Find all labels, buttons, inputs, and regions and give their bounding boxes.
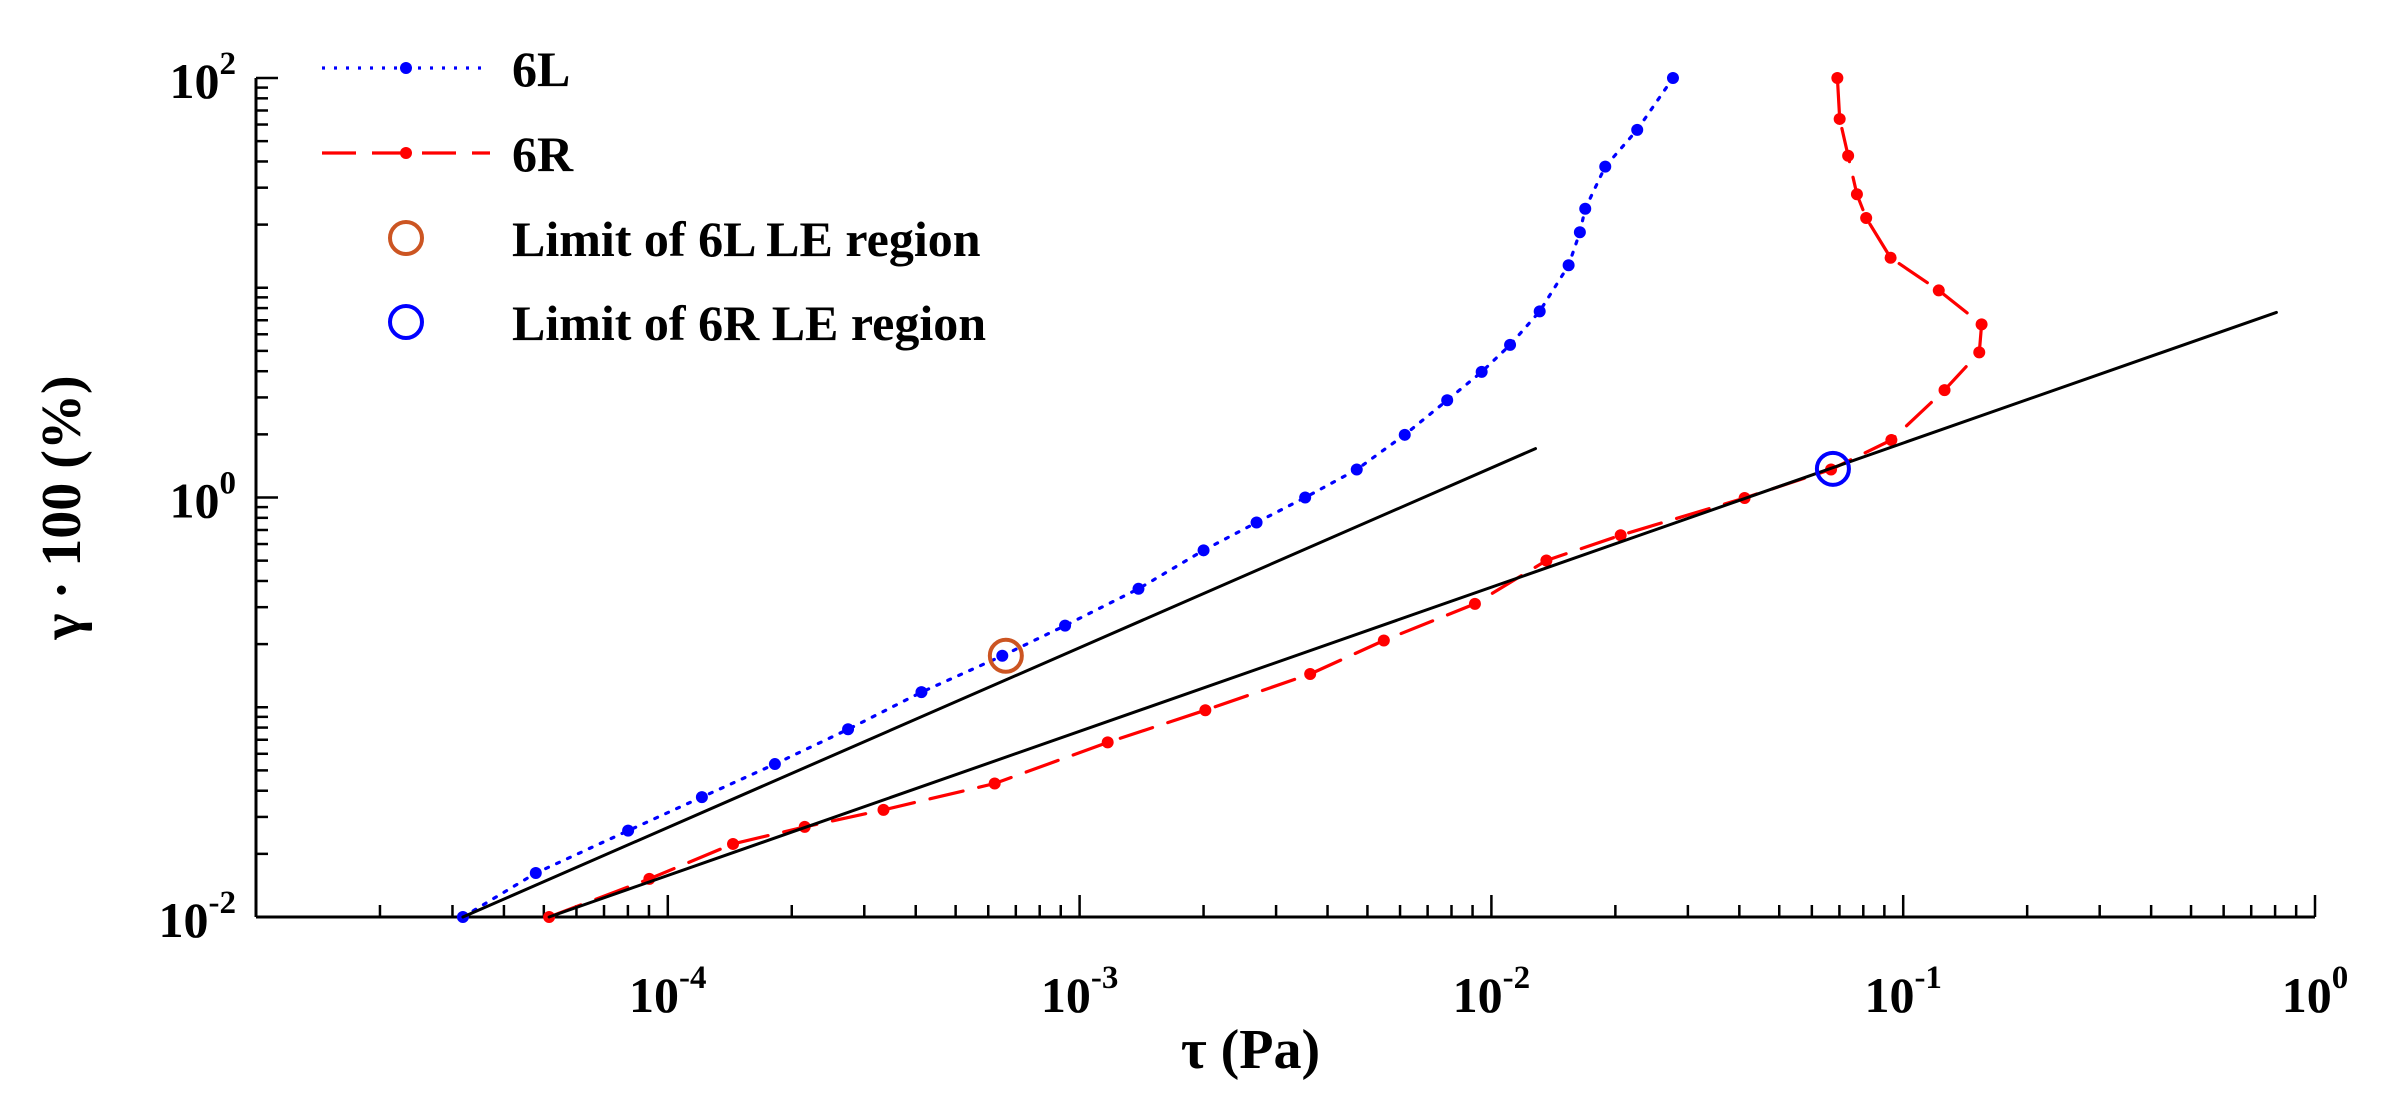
data-point-6r xyxy=(1850,188,1863,201)
data-point-6l xyxy=(915,686,928,699)
data-point-6r xyxy=(1938,384,1951,397)
series-line-6l xyxy=(461,76,1675,919)
x-tick-label: 10-3 xyxy=(1041,960,1119,1023)
data-point-6l xyxy=(1132,582,1145,595)
limit-marker xyxy=(987,637,1024,674)
data-point-6r xyxy=(1833,112,1846,125)
data-point-6l xyxy=(1059,619,1072,632)
data-point-6l xyxy=(695,791,708,804)
legend-marker-limit xyxy=(388,220,424,256)
data-point-6r xyxy=(1885,433,1898,446)
data-point-6r xyxy=(1614,529,1627,542)
limit-marker xyxy=(1814,450,1851,487)
x-tick-label: 100 xyxy=(2282,960,2349,1023)
legend: 6L 6R Limit of 6L LE region Limit of 6R LE … xyxy=(322,41,986,351)
y-tick-label: 102 xyxy=(170,46,237,109)
y-axis-title: γ · 100 (%) xyxy=(31,375,93,640)
x-tick-label: 10-1 xyxy=(1864,960,1942,1023)
data-point-6l xyxy=(1504,338,1517,351)
series-layer xyxy=(456,72,2278,923)
data-point-6r xyxy=(877,803,890,816)
data-point-6r xyxy=(1975,318,1988,331)
x-axis-title: τ (Pa) xyxy=(1181,1019,1320,1081)
data-point-6r xyxy=(1831,72,1844,84)
data-point-6l xyxy=(1562,259,1575,272)
data-point-6r xyxy=(1468,597,1481,610)
data-point-6r xyxy=(1842,149,1855,162)
data-point-6l xyxy=(1350,463,1363,476)
series-line-le-fit-6l xyxy=(461,447,1537,919)
data-point-6r xyxy=(727,837,740,850)
data-point-6l xyxy=(1475,365,1488,378)
data-point-6l xyxy=(996,649,1009,662)
data-point-6l xyxy=(529,867,542,880)
data-point-6l xyxy=(1533,305,1546,318)
data-point-6l xyxy=(1441,394,1454,407)
data-point-6l xyxy=(1197,544,1210,557)
axes: 10-4 10-3 10-2 10-1 100 10-2 100 102 τ (Pa) γ · 1… xyxy=(31,46,2348,1081)
legend-marker-6l xyxy=(400,62,412,74)
data-point-6l xyxy=(1299,491,1312,504)
legend-label-limit: Limit of 6L LE region xyxy=(512,211,981,267)
series-line-6r xyxy=(547,76,1984,919)
y-tick-label: 100 xyxy=(170,466,237,529)
data-point-6l xyxy=(1398,428,1411,441)
data-point-6r xyxy=(1304,668,1317,681)
data-point-6l xyxy=(1573,226,1586,239)
data-point-6l xyxy=(842,723,855,736)
x-tick-label: 10-2 xyxy=(1453,960,1531,1023)
data-point-6l xyxy=(1631,123,1644,136)
data-point-6l xyxy=(1599,160,1612,173)
y-tick-label: 10-2 xyxy=(159,885,237,948)
legend-label-limit: Limit of 6R LE region xyxy=(512,295,986,351)
data-point-6r xyxy=(1973,346,1986,359)
legend-label-6r: 6R xyxy=(512,126,574,182)
series-line-le-fit-6r xyxy=(547,310,2278,919)
x-tick-label: 10-4 xyxy=(629,960,707,1023)
data-point-6r xyxy=(988,777,1001,790)
data-point-6l xyxy=(1579,202,1592,215)
data-point-6r xyxy=(1884,251,1897,264)
data-point-6r xyxy=(1199,704,1212,717)
legend-marker-limit xyxy=(388,304,424,340)
data-point-6r xyxy=(1101,736,1114,749)
data-point-6r xyxy=(1377,634,1390,647)
data-point-6r xyxy=(1860,212,1873,225)
data-point-6l xyxy=(622,824,635,837)
data-point-6l xyxy=(768,758,781,771)
data-point-6l xyxy=(1666,72,1679,84)
legend-label-6l: 6L xyxy=(512,41,570,97)
data-point-6l xyxy=(1250,516,1263,529)
legend-marker-6r xyxy=(400,147,412,159)
data-point-6r xyxy=(1932,284,1945,297)
data-point-6r xyxy=(1540,554,1553,567)
